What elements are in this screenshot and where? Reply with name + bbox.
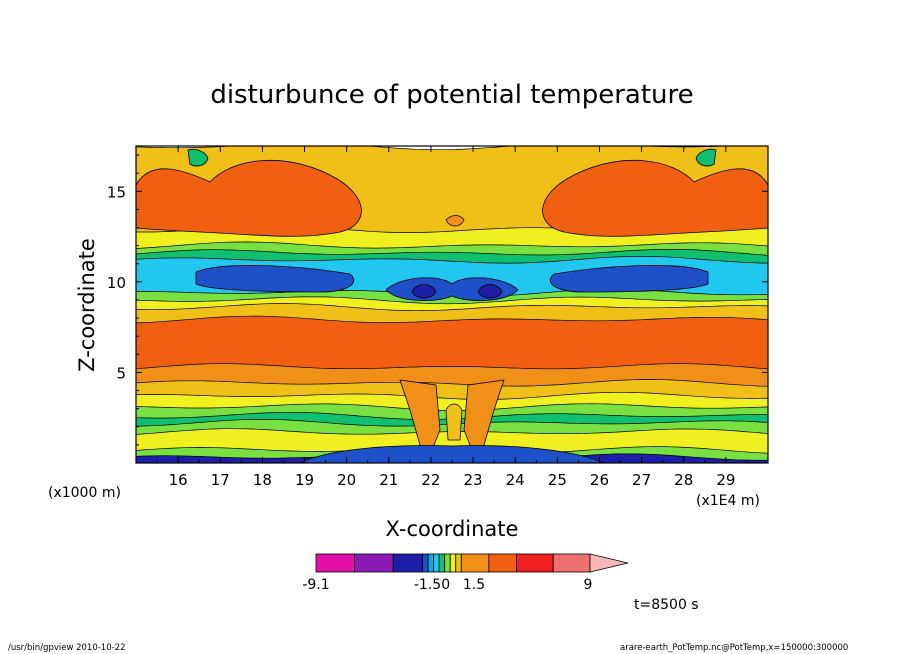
colorbar-swatch bbox=[449, 553, 457, 573]
contour-plot-area bbox=[136, 146, 768, 463]
x-tick-label: 16 bbox=[169, 471, 188, 489]
footer-right: arare-earth_PotTemp.nc@PotTemp,x=150000:… bbox=[620, 643, 848, 653]
colorbar-swatch bbox=[552, 553, 591, 573]
colorbar bbox=[315, 553, 629, 573]
colorbar-swatch bbox=[315, 553, 356, 573]
x-unit-label: (x1E4 m) bbox=[696, 493, 760, 509]
colorbar-swatch bbox=[392, 553, 424, 573]
colorbar-swatch bbox=[455, 553, 462, 573]
colorbar-swatch bbox=[427, 553, 435, 573]
upper-right-orange-lobe bbox=[542, 159, 768, 237]
upper-left-orange-lobe bbox=[136, 159, 362, 237]
x-axis-label: X-coordinate bbox=[386, 517, 519, 541]
colorbar-labels: -9.1 -1.50 1.5 9 bbox=[302, 577, 592, 593]
colorbar-swatch bbox=[488, 553, 517, 573]
colorbar-swatch bbox=[460, 553, 490, 573]
upper-center-cell bbox=[445, 215, 465, 227]
x-tick-label: 25 bbox=[548, 471, 567, 489]
surface-blue-pool bbox=[299, 445, 605, 463]
colorbar-label: 9 bbox=[584, 577, 593, 593]
blue-band-right bbox=[549, 265, 709, 293]
x-tick-label: 23 bbox=[464, 471, 483, 489]
blue-band-left bbox=[195, 265, 355, 293]
x-tick-label: 22 bbox=[421, 471, 440, 489]
colorbar-swatch bbox=[516, 553, 554, 573]
y-tick-label: 15 bbox=[107, 183, 126, 201]
colorbar-swatch bbox=[422, 553, 429, 573]
colorbar-swatch bbox=[433, 553, 440, 573]
contour-layers bbox=[136, 146, 768, 463]
x-tick-label: 18 bbox=[253, 471, 272, 489]
lower-plume-center bbox=[445, 403, 463, 441]
top-right-green-cell bbox=[695, 148, 717, 167]
x-tick-label: 21 bbox=[379, 471, 398, 489]
colorbar-swatch bbox=[354, 553, 394, 573]
footer-left: /usr/bin/gpview 2010-10-22 bbox=[8, 643, 126, 653]
colorbar-overflow-arrow bbox=[589, 553, 629, 573]
x-axis: 16 17 18 19 20 21 22 23 24 25 26 27 28 29 bbox=[156, 146, 748, 489]
x-tick-label: 28 bbox=[674, 471, 693, 489]
x-tick-label: 19 bbox=[295, 471, 314, 489]
top-left-green-cell bbox=[187, 148, 209, 167]
x-tick-label: 17 bbox=[211, 471, 230, 489]
y-tick-label: 5 bbox=[116, 364, 126, 382]
y-unit-label: (x1000 m) bbox=[48, 485, 121, 501]
x-tick-label: 29 bbox=[716, 471, 735, 489]
colorbar-swatch bbox=[438, 553, 446, 573]
deep-blue-cell-left bbox=[411, 284, 437, 299]
x-tick-label: 20 bbox=[337, 471, 356, 489]
colorbar-label: 1.5 bbox=[463, 577, 485, 593]
y-tick-label: 10 bbox=[107, 274, 126, 292]
x-tick-label: 27 bbox=[632, 471, 651, 489]
y-axis-label: Z-coordinate bbox=[75, 238, 99, 372]
colorbar-swatch bbox=[444, 553, 451, 573]
x-tick-label: 26 bbox=[590, 471, 609, 489]
colorbar-label: -1.50 bbox=[414, 577, 450, 593]
colorbar-label: -9.1 bbox=[302, 577, 329, 593]
time-label: t=8500 s bbox=[634, 597, 699, 613]
chart-title: disturbunce of potential temperature bbox=[210, 80, 693, 110]
y-axis: 5 10 15 bbox=[107, 154, 768, 446]
deep-blue-cell-right bbox=[477, 284, 503, 299]
x-tick-label: 24 bbox=[506, 471, 525, 489]
